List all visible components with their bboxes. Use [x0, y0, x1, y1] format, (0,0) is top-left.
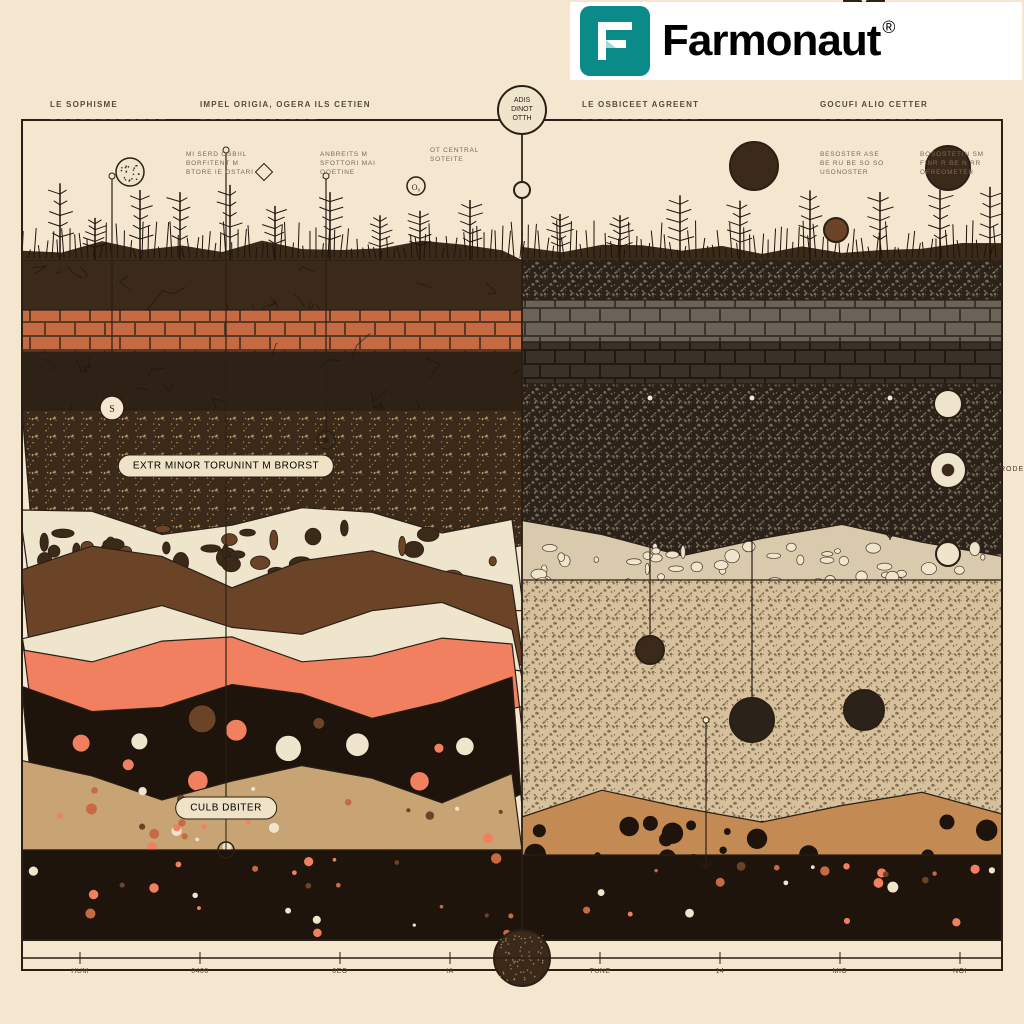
- brand-bar: Farmonaut ®: [570, 2, 1022, 80]
- right-icon-3: [934, 390, 962, 418]
- section-header: LE OSBICEET AGREENT: [582, 100, 699, 109]
- axis-tick-label: TUNE: [589, 968, 610, 975]
- icon-side-label: MIBRORODE: [972, 466, 1024, 473]
- section-header: GOCUFI ALIO CETTER: [820, 100, 928, 109]
- right-layer-r-dark-brick: [522, 342, 1002, 384]
- left-layer-crack-dark: [22, 352, 522, 410]
- svg-text:S: S: [109, 404, 115, 415]
- right-icon-0: [730, 142, 778, 190]
- section-header: IMPEL ORIGIA, OGERA ILS CETIEN: [200, 100, 371, 109]
- left-layer-surface-crack: [22, 260, 522, 310]
- left-layer-brick-band: [22, 310, 522, 352]
- left-profile: [22, 251, 522, 940]
- svg-text:O₀: O₀: [412, 183, 421, 192]
- callout-pill: CULB DBITER: [175, 797, 277, 820]
- right-layer-r-grass-pad: [522, 260, 1002, 300]
- callout-copy: OT CENTRALSOTEITE: [430, 146, 479, 164]
- section-subheader: — — — — — — — — — — — —: [50, 115, 166, 124]
- svg-text:ADIS: ADIS: [514, 97, 531, 104]
- section-subheader: — — — — — — — — — — — —: [820, 115, 936, 124]
- registered-mark: ®: [882, 17, 895, 38]
- callout-copy: BESOSTER ASEBE RU BE SO SOUSONOSTER: [820, 150, 884, 177]
- section-subheader: — — — — — — — — — — — —: [200, 115, 316, 124]
- svg-text:OTTH: OTTH: [512, 115, 531, 122]
- svg-text:DINOT: DINOT: [511, 106, 534, 113]
- right-icon-5: [936, 542, 960, 566]
- right-icon-1: [824, 218, 848, 242]
- right-profile: [522, 260, 1002, 940]
- section-subheader: — — — — — — — — — — — —: [582, 115, 698, 124]
- axis-tick-label: IA: [446, 968, 454, 975]
- brand-logo: [580, 6, 650, 76]
- axis-tick-label: 0EO: [332, 968, 348, 975]
- axis-tick-label: 0400: [191, 968, 209, 975]
- callout-copy: MI SERD OSBIILBORFITENT MBTORE IE OSTARI: [186, 150, 254, 177]
- center-node-1: [514, 182, 530, 198]
- axis-tick-label: NOI: [953, 968, 967, 975]
- callout-copy: ANBREITS MSFOTTORI MAIOOETINE: [320, 150, 376, 177]
- callout-copy: BOSOSTETIN SMFINR R BE N RROFREOMETER: [920, 150, 984, 177]
- right-layer-r-bedrock-dk: [522, 855, 1002, 940]
- brand-name: Farmonaut: [662, 16, 880, 66]
- axis-tick-label: MIO: [833, 968, 848, 975]
- section-header: LE SOPHISME: [50, 100, 118, 109]
- right-layer-r-grey-brick: [522, 300, 1002, 342]
- axis-tick-label: 14: [716, 968, 725, 975]
- axis-tick-label: HUM: [71, 968, 88, 975]
- callout-pill: EXTR MINOR TORUNINT M BRORST: [118, 455, 334, 478]
